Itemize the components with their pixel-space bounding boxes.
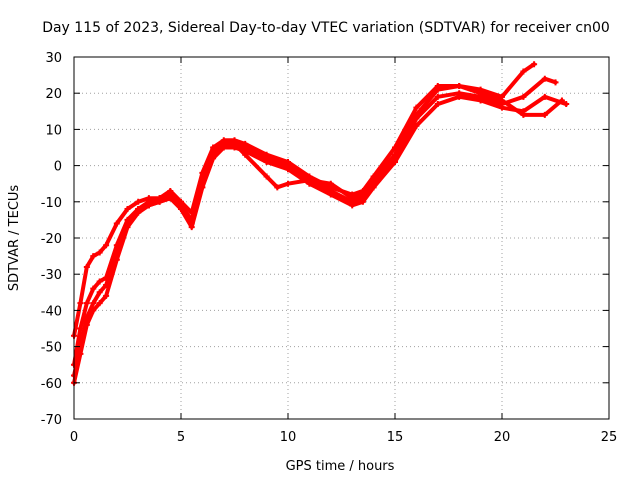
data-point <box>392 158 398 165</box>
data-point <box>520 93 527 100</box>
x-axis-label: GPS time / hours <box>286 459 395 474</box>
data-point <box>434 86 441 93</box>
data-point <box>145 198 152 205</box>
data-point <box>96 289 103 296</box>
series-line-track-4 <box>72 84 564 378</box>
data-point <box>285 180 291 187</box>
data-point <box>242 151 249 158</box>
data-point <box>103 292 110 299</box>
data-point <box>541 111 548 118</box>
data-point <box>531 61 538 68</box>
data-point <box>210 148 217 155</box>
y-tick-label: -30 <box>41 268 62 283</box>
y-tick-label: 20 <box>45 87 62 102</box>
data-point <box>263 173 270 180</box>
data-point <box>413 104 420 111</box>
y-tick-label: -20 <box>41 232 62 247</box>
y-tick-label: 10 <box>45 123 62 138</box>
data-point <box>370 177 377 184</box>
data-point <box>541 93 548 100</box>
y-axis-label: SDTVAR / TECUs <box>7 185 22 292</box>
x-tick-label: 20 <box>494 430 511 445</box>
data-point <box>135 206 142 213</box>
x-tick-label: 5 <box>177 430 185 445</box>
data-point <box>563 101 570 108</box>
data-point <box>349 202 356 209</box>
data-point <box>178 202 184 209</box>
data-point <box>456 82 463 89</box>
data-point <box>90 285 97 292</box>
data-point <box>199 177 206 184</box>
data-point <box>552 79 559 86</box>
data-point <box>103 242 110 249</box>
series-line-track-2 <box>72 76 558 367</box>
data-point <box>96 278 103 285</box>
data-point <box>231 140 238 147</box>
data-point <box>359 191 366 198</box>
data-point <box>220 140 227 147</box>
data-point <box>263 158 270 165</box>
data-point <box>167 191 174 198</box>
data-point <box>359 198 366 205</box>
data-point <box>96 300 103 307</box>
data-point <box>96 249 103 256</box>
data-point <box>327 180 334 187</box>
data-point <box>90 253 97 260</box>
data-point <box>83 263 90 270</box>
data-point <box>499 97 505 104</box>
data-point <box>124 220 131 227</box>
data-point <box>477 97 484 104</box>
data-point <box>327 191 334 198</box>
data-point <box>135 198 142 205</box>
y-tick-label: -60 <box>41 377 62 392</box>
data-point <box>520 111 527 118</box>
data-point <box>456 93 463 100</box>
data-point <box>392 151 398 158</box>
x-tick-label: 25 <box>601 430 618 445</box>
y-tick-label: -40 <box>41 304 62 319</box>
data-point <box>156 195 163 202</box>
data-point <box>434 101 441 108</box>
series-line-track-3 <box>72 94 569 385</box>
x-tick-label: 0 <box>70 430 78 445</box>
data-point <box>499 104 505 111</box>
series-line-track-1 <box>72 62 537 338</box>
data-point <box>274 184 281 191</box>
chart-title: Day 115 of 2023, Sidereal Day-to-day VTE… <box>42 20 610 36</box>
data-point <box>558 97 565 104</box>
data-point <box>413 111 420 118</box>
data-point <box>77 300 84 307</box>
data-point <box>541 75 548 82</box>
y-tick-label: 30 <box>45 51 62 66</box>
y-tick-label: -50 <box>41 341 62 356</box>
data-point <box>124 206 131 213</box>
grid <box>74 57 609 419</box>
y-tick-label: 0 <box>54 160 62 175</box>
data-point <box>349 195 356 202</box>
data-point <box>113 249 120 256</box>
tick-labels: 0 5 10 15 20 25 -70 -60 -50 -40 -30 -20 -10 0 10 20 30 <box>41 51 618 445</box>
data-point <box>370 184 377 191</box>
data-point <box>477 90 484 97</box>
data-point <box>188 220 195 227</box>
data-point <box>285 166 291 173</box>
data-point <box>83 300 90 307</box>
data-point <box>434 93 441 100</box>
x-tick-label: 15 <box>387 430 404 445</box>
data-point <box>83 314 90 321</box>
y-tick-label: -70 <box>41 413 62 428</box>
data-point <box>413 122 420 129</box>
data-point <box>103 282 110 289</box>
data-point <box>113 220 120 227</box>
y-tick-label: -10 <box>41 196 62 211</box>
data-point <box>90 300 97 307</box>
data-point <box>520 68 527 75</box>
series-layer <box>71 61 570 386</box>
ticks <box>73 56 610 420</box>
data-point <box>306 177 313 184</box>
x-tick-label: 10 <box>280 430 297 445</box>
